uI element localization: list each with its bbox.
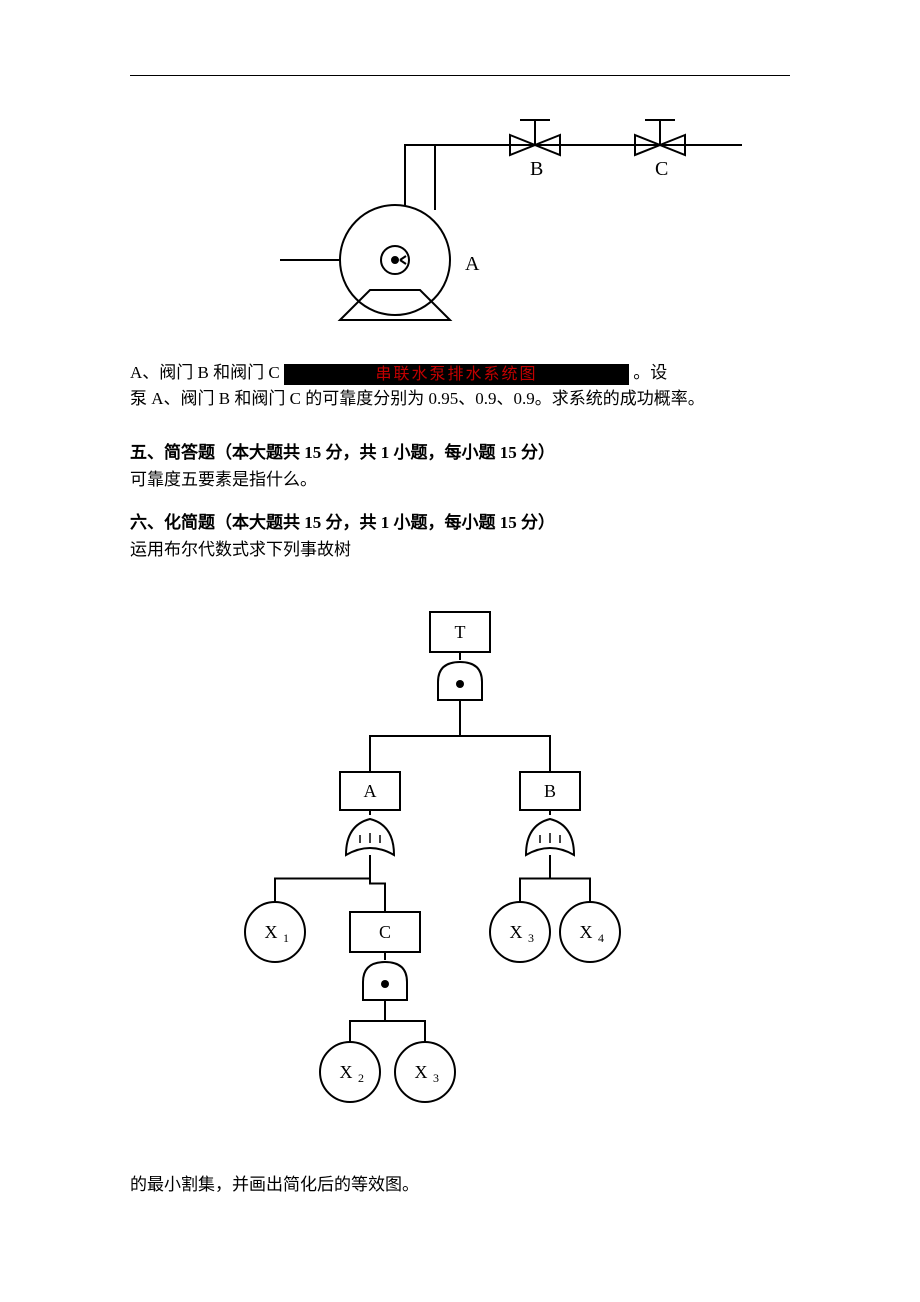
svg-text:B: B: [544, 781, 556, 801]
svg-text:3: 3: [433, 1071, 439, 1085]
q5-body: 可靠度五要素是指什么。: [130, 465, 790, 490]
question5: 五、简答题（本大题共 15 分，共 1 小题，每小题 15 分） 可靠度五要素是…: [130, 438, 790, 490]
svg-text:X: X: [580, 922, 593, 942]
svg-text:X: X: [340, 1062, 353, 1082]
q6-title: 六、化简题（本大题共 15 分，共 1 小题，每小题 15 分）: [130, 508, 790, 533]
valve-label-b: B: [530, 158, 543, 180]
question4-text: A、阀门 B 和阀门 C 串联水泵排水系统图 。设 泵 A、阀门 B 和阀门 C…: [130, 360, 790, 412]
fault-tree-diagram: TABX1CX3X4X2X3: [230, 582, 650, 1152]
redacted-caption-text: 串联水泵排水系统图: [284, 364, 629, 385]
svg-text:T: T: [455, 622, 466, 642]
redacted-caption-strip: 串联水泵排水系统图: [284, 364, 629, 385]
valve-label-c: C: [655, 158, 668, 180]
q5-title: 五、简答题（本大题共 15 分，共 1 小题，每小题 15 分）: [130, 438, 790, 463]
svg-text:X: X: [415, 1062, 428, 1082]
svg-text:A: A: [364, 781, 377, 801]
top-horizontal-rule: [130, 75, 790, 76]
svg-text:X: X: [265, 922, 278, 942]
svg-text:1: 1: [283, 931, 289, 945]
q4-line1-prefix: A、阀门 B 和阀门 C: [130, 363, 280, 382]
question6: 六、化简题（本大题共 15 分，共 1 小题，每小题 15 分） 运用布尔代数式…: [130, 508, 790, 560]
svg-text:2: 2: [358, 1071, 364, 1085]
svg-text:3: 3: [528, 931, 534, 945]
svg-text:X: X: [510, 922, 523, 942]
svg-text:C: C: [379, 922, 391, 942]
q4-line2: 泵 A、阀门 B 和阀门 C 的可靠度分别为 0.95、0.9、0.9。求系统的…: [130, 389, 705, 408]
pump-series-diagram: A B C: [280, 110, 742, 375]
q6-body-tail: 的最小割集，并画出简化后的等效图。: [130, 1170, 790, 1195]
q4-line1-suffix: 。设: [633, 363, 667, 382]
pump-label-a: A: [465, 253, 480, 275]
svg-text:4: 4: [598, 931, 604, 945]
q6-body-lead: 运用布尔代数式求下列事故树: [130, 535, 790, 560]
